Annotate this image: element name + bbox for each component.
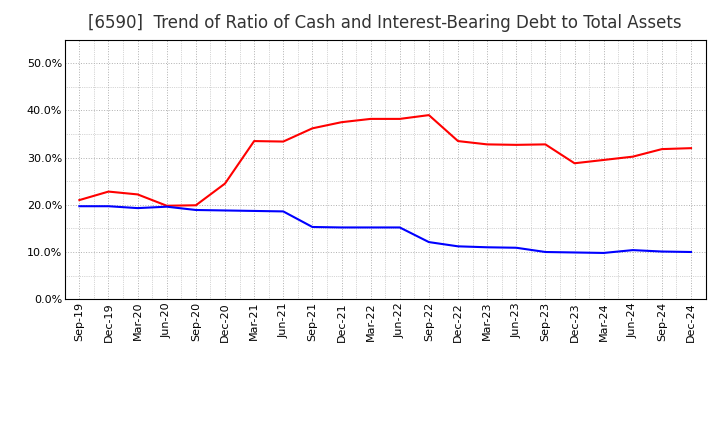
Interest-Bearing Debt [163,204,171,209]
Cash [454,139,462,144]
Interest-Bearing Debt [192,207,200,213]
Cash [541,142,550,147]
Interest-Bearing Debt [250,208,258,213]
Title: [6590]  Trend of Ratio of Cash and Interest-Bearing Debt to Total Assets: [6590] Trend of Ratio of Cash and Intere… [89,15,682,33]
Interest-Bearing Debt [425,239,433,245]
Interest-Bearing Debt [570,250,579,255]
Cash [395,116,404,121]
Interest-Bearing Debt [366,225,375,230]
Interest-Bearing Debt [454,244,462,249]
Cash [308,126,317,131]
Cash [133,192,142,197]
Interest-Bearing Debt [629,247,637,253]
Interest-Bearing Debt [395,225,404,230]
Interest-Bearing Debt [512,245,521,250]
Cash [657,147,666,152]
Cash [337,120,346,125]
Interest-Bearing Debt [75,204,84,209]
Interest-Bearing Debt [687,249,696,255]
Interest-Bearing Debt [657,249,666,254]
Cash [250,139,258,144]
Interest-Bearing Debt [308,224,317,230]
Cash [570,161,579,166]
Cash [163,203,171,209]
Cash [599,158,608,163]
Interest-Bearing Debt [279,209,287,214]
Line: Cash: Cash [79,115,691,206]
Cash [279,139,287,144]
Interest-Bearing Debt [541,249,550,255]
Line: Interest-Bearing Debt: Interest-Bearing Debt [79,206,691,253]
Cash [366,116,375,121]
Cash [687,146,696,151]
Interest-Bearing Debt [337,225,346,230]
Cash [75,198,84,203]
Interest-Bearing Debt [104,204,113,209]
Interest-Bearing Debt [133,205,142,211]
Cash [220,181,229,186]
Interest-Bearing Debt [220,208,229,213]
Interest-Bearing Debt [599,250,608,256]
Cash [512,142,521,147]
Cash [629,154,637,159]
Cash [104,189,113,194]
Cash [192,203,200,208]
Cash [483,142,492,147]
Interest-Bearing Debt [483,245,492,250]
Cash [425,113,433,118]
